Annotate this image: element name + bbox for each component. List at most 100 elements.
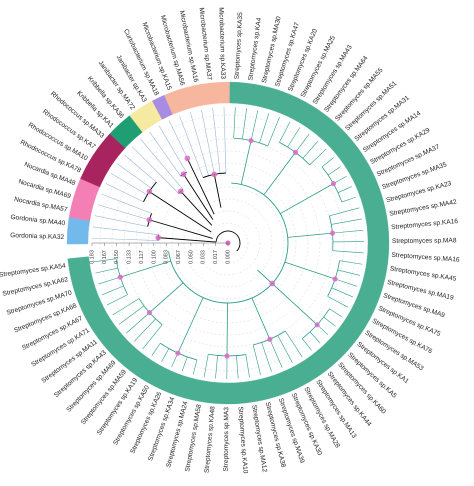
- branch: [329, 207, 360, 217]
- clade-band: [67, 81, 390, 405]
- branch: [252, 344, 261, 376]
- leaf-label: Microbacterium sp.MA37: [197, 7, 212, 81]
- branch: [190, 112, 209, 176]
- leaf-label: Streptomyces sp.KA35: [234, 12, 245, 80]
- clade-band: [66, 217, 90, 245]
- scale-label: 0.150: [114, 250, 120, 264]
- branch: [120, 260, 171, 278]
- guide-circle: [183, 198, 273, 288]
- branch: [250, 110, 259, 141]
- branch: [149, 282, 184, 313]
- branch: [287, 232, 333, 238]
- leaf-label: Streptomyces sp.MA3: [223, 407, 231, 472]
- branch: [337, 269, 361, 276]
- branch: [101, 193, 152, 214]
- scale-label: 0.017: [213, 250, 219, 264]
- stem: [158, 237, 217, 243]
- bootstrap-node: [224, 353, 230, 359]
- stem: [213, 174, 222, 208]
- branch: [309, 331, 321, 344]
- bootstrap-node: [269, 280, 276, 287]
- leaf-label: Streptomyces sp.KA10: [237, 406, 249, 474]
- branch: [124, 154, 157, 183]
- branch: [215, 355, 218, 379]
- branch: [233, 107, 236, 139]
- nodes: [117, 137, 338, 359]
- leaf-label: Streptomyces sp.KA4: [247, 17, 263, 81]
- branch: [285, 330, 303, 358]
- branch: [92, 226, 159, 236]
- bootstrap-node: [211, 171, 218, 178]
- branch: [98, 276, 121, 285]
- stem: [149, 191, 212, 233]
- branch: [332, 229, 364, 234]
- branch: [117, 163, 152, 189]
- branch: [181, 356, 188, 372]
- branch: [223, 107, 227, 174]
- bootstrap-node: [155, 234, 162, 241]
- branch: [212, 107, 221, 174]
- bootstrap-node: [117, 274, 123, 280]
- branch: [287, 127, 301, 148]
- branch: [337, 186, 352, 193]
- branch: [267, 117, 280, 146]
- scale-label: 0.167: [102, 250, 108, 264]
- branch: [277, 335, 293, 363]
- scale-label: 0.000: [225, 250, 231, 264]
- branch: [263, 152, 296, 196]
- branch: [151, 343, 161, 356]
- branch: [118, 305, 145, 325]
- branch: [302, 140, 319, 159]
- guide-circle: [147, 162, 309, 324]
- branch: [140, 138, 184, 190]
- leaf-label: Streptomyces sp.MA16: [391, 252, 460, 264]
- guide-circle: [171, 186, 285, 300]
- branch: [102, 285, 124, 296]
- stem: [180, 191, 213, 226]
- leaf-label: Streptomyces sp.MA8: [392, 237, 457, 245]
- branch: [131, 146, 179, 194]
- leaf-label: Microbacterium sp.KA33: [217, 7, 226, 79]
- bootstrap-node: [248, 137, 254, 144]
- bootstrap-node: [146, 310, 153, 316]
- branch: [261, 342, 272, 372]
- branch: [339, 260, 363, 265]
- branch: [321, 157, 334, 168]
- branch: [105, 183, 144, 203]
- branch: [259, 113, 270, 143]
- branch: [240, 140, 252, 185]
- branch: [106, 294, 128, 306]
- branch: [179, 115, 204, 178]
- branch: [331, 287, 353, 298]
- branch: [329, 308, 343, 318]
- bootstrap-node: [332, 276, 338, 282]
- branch: [203, 354, 209, 377]
- bootstrap-node: [175, 350, 181, 356]
- scale-label: 0.117: [139, 250, 145, 263]
- bootstrap-node: [314, 322, 320, 328]
- branch: [242, 108, 247, 140]
- branch: [95, 267, 118, 274]
- leaf-label: Streptomyces sp.MA42: [389, 199, 458, 218]
- branch: [284, 261, 336, 280]
- branch: [327, 166, 341, 176]
- branch: [97, 204, 150, 221]
- branch: [341, 196, 357, 203]
- branch: [133, 318, 156, 342]
- branch: [192, 359, 198, 375]
- branch: [112, 298, 140, 316]
- bootstrap-node: [177, 188, 184, 195]
- bootstrap-node: [180, 171, 187, 177]
- leaf-label: Streptomyces sp.KA16: [391, 218, 459, 231]
- branch: [245, 354, 250, 378]
- scale-label: 0.067: [176, 250, 182, 264]
- clade-band: [164, 81, 231, 115]
- scale-label: 0.050: [188, 250, 194, 264]
- bootstrap-node: [267, 336, 273, 342]
- branch: [110, 173, 148, 196]
- branch: [168, 120, 188, 159]
- branch: [251, 297, 271, 340]
- scale-label: 0.033: [201, 250, 207, 264]
- branch: [201, 109, 215, 175]
